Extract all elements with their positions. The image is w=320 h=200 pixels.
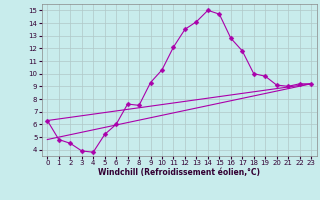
X-axis label: Windchill (Refroidissement éolien,°C): Windchill (Refroidissement éolien,°C)	[98, 168, 260, 177]
